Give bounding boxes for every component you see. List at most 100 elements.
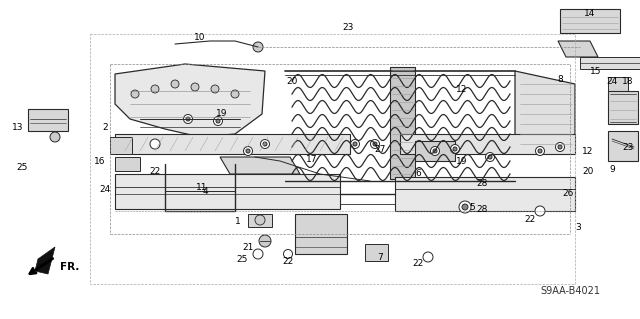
Text: 1: 1 (235, 217, 241, 226)
Circle shape (459, 201, 471, 213)
Text: 18: 18 (622, 77, 634, 85)
Circle shape (556, 143, 564, 152)
Text: 23: 23 (622, 143, 634, 152)
Polygon shape (608, 131, 638, 161)
Polygon shape (395, 177, 575, 211)
Circle shape (453, 147, 457, 151)
Polygon shape (400, 134, 575, 154)
Bar (295, 214, 347, 254)
Text: 11: 11 (196, 182, 208, 191)
Text: 9: 9 (609, 165, 615, 174)
Text: 8: 8 (557, 76, 563, 85)
Text: S9AA-B4021: S9AA-B4021 (540, 286, 600, 296)
Circle shape (538, 149, 542, 153)
Circle shape (186, 117, 190, 121)
Text: 14: 14 (584, 10, 596, 19)
Circle shape (431, 146, 440, 155)
Bar (580, 57, 640, 69)
Circle shape (423, 252, 433, 262)
Text: 4: 4 (202, 187, 208, 196)
Circle shape (253, 249, 263, 259)
Text: 22: 22 (282, 256, 294, 265)
Polygon shape (608, 91, 638, 124)
Circle shape (255, 215, 265, 225)
Circle shape (433, 149, 437, 153)
Circle shape (488, 155, 492, 159)
Text: 17: 17 (307, 154, 317, 164)
Text: 7: 7 (377, 253, 383, 262)
Polygon shape (115, 157, 140, 171)
Text: 3: 3 (575, 222, 581, 232)
Text: 20: 20 (582, 167, 594, 175)
Text: 12: 12 (456, 85, 468, 94)
Circle shape (373, 142, 377, 146)
Circle shape (184, 115, 193, 123)
Text: 5: 5 (469, 203, 475, 211)
Circle shape (486, 152, 495, 161)
Text: 28: 28 (476, 180, 488, 189)
Circle shape (284, 249, 292, 258)
Circle shape (260, 139, 269, 149)
Polygon shape (415, 141, 455, 161)
Polygon shape (115, 174, 340, 209)
Text: 26: 26 (563, 189, 573, 198)
Circle shape (231, 90, 239, 98)
Circle shape (535, 206, 545, 216)
Text: 22: 22 (524, 214, 536, 224)
Text: 13: 13 (12, 122, 24, 131)
Circle shape (558, 145, 562, 149)
Text: 28: 28 (476, 204, 488, 213)
Text: 6: 6 (415, 168, 421, 177)
Text: 25: 25 (236, 255, 248, 263)
Circle shape (50, 132, 60, 142)
Polygon shape (608, 77, 628, 94)
Polygon shape (35, 247, 55, 274)
Circle shape (151, 85, 159, 93)
Circle shape (253, 42, 263, 52)
Circle shape (462, 204, 468, 210)
Circle shape (191, 83, 199, 91)
Text: 23: 23 (342, 23, 354, 32)
Text: 2: 2 (102, 122, 108, 131)
Polygon shape (115, 64, 265, 137)
Circle shape (214, 116, 223, 125)
Text: 22: 22 (412, 259, 424, 269)
Circle shape (211, 85, 219, 93)
Text: 10: 10 (195, 33, 205, 41)
Text: 24: 24 (99, 184, 111, 194)
Text: 24: 24 (606, 77, 618, 85)
Polygon shape (220, 157, 300, 174)
Polygon shape (390, 67, 415, 179)
Polygon shape (560, 9, 620, 33)
Circle shape (353, 142, 357, 146)
Polygon shape (110, 137, 132, 154)
Circle shape (259, 235, 271, 247)
Text: 15: 15 (590, 66, 602, 76)
Polygon shape (28, 109, 68, 131)
Circle shape (451, 145, 460, 153)
Text: FR.: FR. (60, 262, 79, 272)
Text: 16: 16 (94, 157, 106, 166)
Text: 25: 25 (16, 162, 28, 172)
Text: 27: 27 (374, 145, 386, 153)
Circle shape (171, 80, 179, 88)
Text: 22: 22 (149, 167, 161, 175)
Polygon shape (515, 71, 575, 154)
Circle shape (243, 146, 253, 155)
Text: 12: 12 (582, 146, 594, 155)
Polygon shape (115, 134, 350, 154)
Text: 21: 21 (243, 242, 253, 251)
Polygon shape (365, 244, 388, 261)
Circle shape (263, 142, 267, 146)
Circle shape (131, 90, 139, 98)
Circle shape (371, 139, 380, 149)
Text: 19: 19 (216, 109, 228, 118)
Circle shape (246, 149, 250, 153)
Text: 20: 20 (286, 77, 298, 85)
Polygon shape (558, 41, 598, 57)
Circle shape (150, 139, 160, 149)
Circle shape (536, 146, 545, 155)
Polygon shape (248, 214, 272, 227)
Text: 19: 19 (456, 157, 468, 166)
Circle shape (216, 119, 220, 123)
